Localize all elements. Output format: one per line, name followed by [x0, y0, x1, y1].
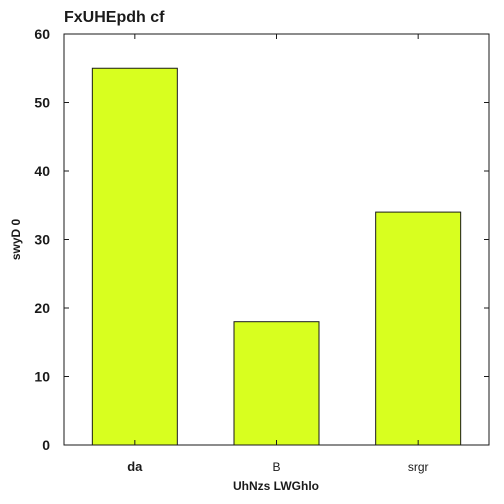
y-tick-label-60: 60: [34, 26, 50, 42]
y-axis: 0 10 20 30 40 50 60: [34, 26, 489, 453]
y-tick-label-50: 50: [34, 95, 50, 111]
y-tick-label-10: 10: [34, 369, 50, 385]
bar-da: [91, 67, 178, 446]
x-tick-label-da: da: [127, 459, 143, 474]
y-tick-label-20: 20: [34, 300, 50, 316]
x-axis-label: UhNzs LWGhlo: [233, 479, 319, 493]
x-tick-label-srgr: srgr: [408, 460, 429, 474]
y-tick-label-0: 0: [42, 437, 50, 453]
bars-group: [91, 67, 462, 446]
y-tick-label-40: 40: [34, 163, 50, 179]
bar-B: [233, 321, 320, 446]
y-tick-label-30: 30: [34, 232, 50, 248]
y-axis-label: swyD 0: [9, 218, 23, 260]
bar-srgr: [375, 211, 462, 446]
x-tick-label-B: B: [272, 460, 280, 474]
chart-title: FxUHEpdh cf: [64, 9, 165, 26]
